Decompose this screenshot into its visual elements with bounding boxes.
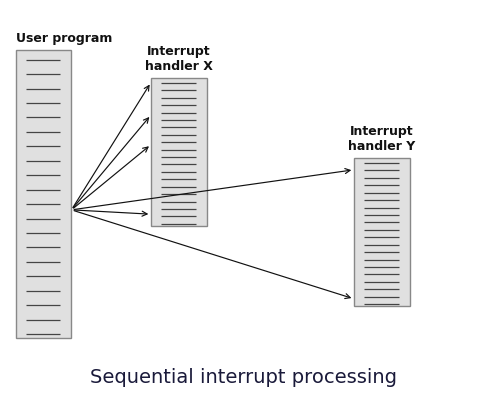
Text: Sequential interrupt processing: Sequential interrupt processing xyxy=(89,368,397,387)
Text: User program: User program xyxy=(16,32,112,45)
Bar xyxy=(151,78,207,226)
Text: Interrupt
handler X: Interrupt handler X xyxy=(145,45,213,73)
Bar xyxy=(16,50,71,339)
Text: Interrupt
handler Y: Interrupt handler Y xyxy=(348,125,416,153)
Bar xyxy=(354,158,410,306)
